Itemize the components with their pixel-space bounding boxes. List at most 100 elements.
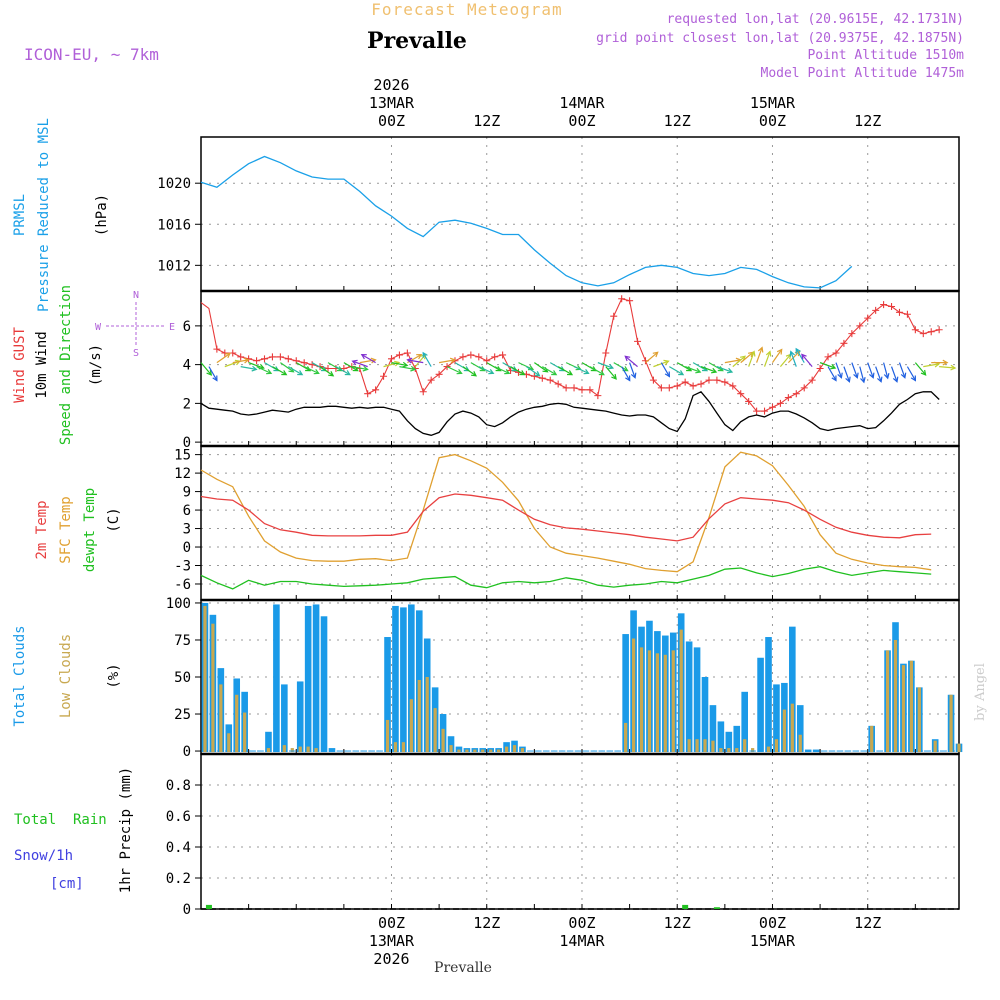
low-cloud-bar — [631, 638, 636, 753]
wind-arrow — [478, 366, 494, 374]
wind-arrow — [597, 362, 614, 369]
low-cloud-bar — [520, 748, 525, 753]
low-cloud-bar — [719, 748, 723, 753]
wind-arrow — [859, 366, 865, 383]
wind-arrow — [843, 366, 850, 382]
low-cloud-bar — [711, 740, 715, 753]
y-tick-label: 1016 — [157, 217, 191, 233]
gust-marker — [927, 328, 935, 336]
wind-arrow — [359, 359, 376, 364]
wind-arrow-head — [869, 372, 875, 379]
low-cloud-bar — [901, 665, 906, 753]
wind-arrow-head — [831, 375, 837, 382]
wind-arrow-head — [883, 373, 890, 380]
wind-arrow-head — [877, 376, 883, 383]
y-tick-label: 15 — [174, 448, 191, 464]
gust-marker — [380, 372, 388, 380]
gust-marker — [824, 353, 832, 361]
wind-arrow — [795, 348, 805, 363]
total-cloud-bar — [447, 736, 455, 753]
wind-arrow — [771, 349, 783, 363]
low-cloud-bar — [504, 746, 509, 753]
wind-arrow-head — [942, 359, 949, 366]
sfc-temp-line — [200, 451, 932, 573]
low-cloud-bar — [624, 722, 628, 753]
wind-arrow-head — [488, 369, 495, 375]
low-cloud-bar — [441, 728, 445, 753]
wind-arrow — [613, 362, 628, 372]
gust-marker — [284, 355, 292, 363]
total-cloud-bar — [725, 731, 733, 753]
dew-label: dewpt Temp — [82, 488, 98, 572]
wind-arrow-head — [224, 352, 232, 359]
low-cloud-bar — [243, 712, 247, 753]
y-tick-label: 6 — [183, 503, 191, 519]
requested-coords: requested lon,lat (20.9615E, 42.1731N) — [667, 12, 964, 27]
wind-arrow-head — [663, 359, 670, 366]
top-time-label: 00Z — [759, 112, 786, 130]
low-cloud-bar — [425, 677, 429, 753]
wind-arrow-head — [950, 364, 957, 371]
wind-arrow — [700, 366, 717, 373]
total-cloud-bar — [812, 749, 820, 753]
wind-arrow — [819, 362, 836, 369]
gust-marker — [808, 376, 816, 384]
total-cloud-bar — [733, 725, 741, 753]
gust-marker — [903, 310, 911, 318]
wind-arrow-head — [860, 377, 866, 384]
gust-marker — [586, 386, 594, 394]
rain-bar — [713, 907, 720, 909]
wind-arrow — [867, 362, 874, 378]
total-cloud-bar — [757, 657, 764, 753]
low-cloud-bar — [298, 746, 302, 753]
gridpoint-coords: grid point closest lon,lat (20.9375E, 42… — [596, 31, 964, 46]
total-cloud-bar — [765, 637, 772, 753]
low-cloud-bar — [639, 647, 644, 753]
gust-marker — [237, 353, 245, 361]
y-tick-label: 6 — [183, 319, 191, 335]
wind-arrow-head — [251, 365, 258, 372]
low-cloud-bar — [235, 694, 239, 753]
wind-arrow — [280, 362, 294, 373]
wind-arrow-head — [504, 369, 511, 375]
pressure-unit: (hPa) — [94, 194, 110, 236]
wind-arrow-head — [243, 357, 250, 364]
pressure-title-2: Pressure Reduced to MSL — [36, 118, 52, 312]
gust-marker — [745, 397, 753, 405]
wind-arrow — [589, 366, 605, 376]
pressure-panel-labels: PRMSL Pressure Reduced to MSL (hPa) — [12, 118, 110, 312]
total-cloud-bar — [320, 616, 328, 753]
model-altitude: Model Point Altitude 1475m — [761, 66, 965, 81]
gust-marker — [364, 390, 372, 398]
low-cloud-bar — [449, 745, 453, 753]
precip-panel-labels: Total Rain Snow/1h [cm] 1hr Precip (mm) — [14, 767, 134, 893]
y-tick-label: 1012 — [157, 258, 191, 274]
gust-marker — [832, 349, 840, 357]
wind-arrow-head — [789, 350, 795, 357]
wind-arrow-head — [837, 372, 843, 379]
wind-arrow — [557, 366, 573, 376]
wind-arrow — [486, 362, 501, 372]
gust-marker — [221, 349, 229, 357]
wind-arrow — [319, 366, 334, 377]
gust-marker — [697, 380, 705, 388]
wind-arrow — [343, 362, 359, 372]
wind-arrow-head — [519, 370, 526, 376]
gust-marker — [578, 386, 586, 394]
wind-arrow-head — [566, 370, 574, 376]
gust-marker — [554, 380, 562, 388]
rain-bar — [205, 904, 212, 909]
wind-arrow-head — [853, 372, 859, 379]
gust-marker — [737, 390, 745, 398]
y-tick-label: -3 — [174, 559, 191, 575]
low-cloud-bar — [893, 639, 898, 753]
wind-arrow — [684, 366, 701, 373]
gust-marker — [324, 365, 332, 372]
gust-marker — [403, 349, 411, 357]
y-tick-label: 0.8 — [166, 778, 191, 794]
wind-arrow-head — [394, 360, 401, 367]
location-title: Prevalle — [367, 28, 467, 54]
gust-marker — [530, 372, 538, 380]
wind-arrow — [352, 360, 368, 368]
low-cloud-bar — [489, 749, 493, 753]
